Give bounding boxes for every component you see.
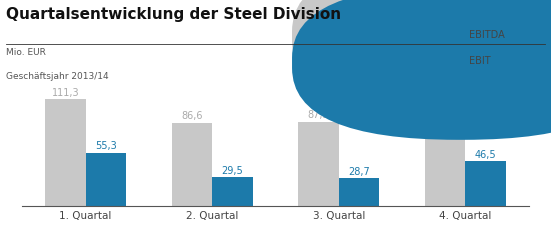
Text: 55,3: 55,3 xyxy=(95,141,117,151)
Bar xyxy=(45,99,85,206)
Bar xyxy=(466,161,506,206)
Text: 46,5: 46,5 xyxy=(475,150,496,160)
Bar xyxy=(212,177,253,206)
Text: EBIT: EBIT xyxy=(469,56,491,66)
Bar xyxy=(339,178,379,206)
Text: 86,6: 86,6 xyxy=(181,111,203,121)
Bar xyxy=(298,122,339,206)
Bar xyxy=(85,153,126,206)
Text: 28,7: 28,7 xyxy=(348,167,370,177)
Text: Mio. EUR: Mio. EUR xyxy=(6,48,45,57)
Bar xyxy=(425,103,466,206)
Text: 111,3: 111,3 xyxy=(52,88,79,98)
Text: 29,5: 29,5 xyxy=(222,166,244,176)
Text: 87,5: 87,5 xyxy=(307,110,329,120)
Bar xyxy=(172,123,212,206)
Text: Geschäftsjahr 2013/14: Geschäftsjahr 2013/14 xyxy=(6,72,108,81)
Text: 107,5: 107,5 xyxy=(431,91,459,101)
Text: EBITDA: EBITDA xyxy=(469,30,505,40)
Text: Quartalsentwicklung der Steel Division: Quartalsentwicklung der Steel Division xyxy=(6,7,341,22)
